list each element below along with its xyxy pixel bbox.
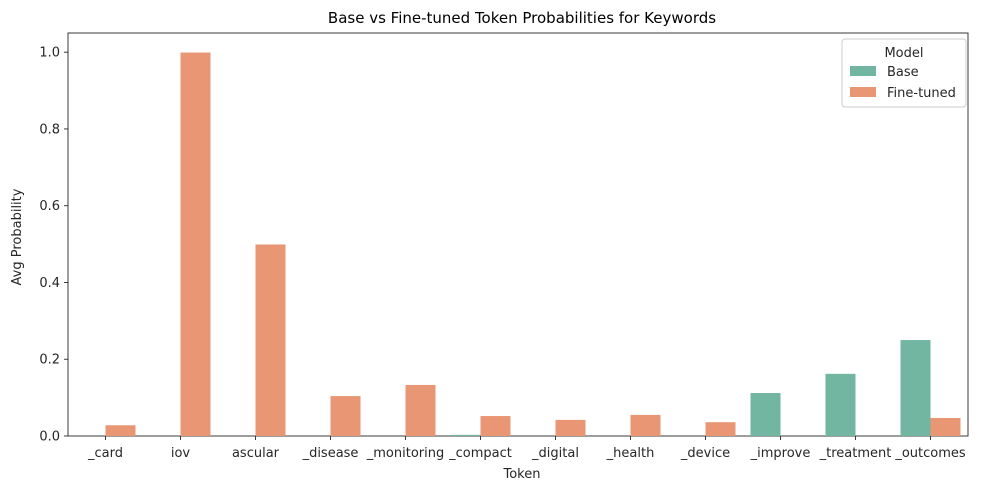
bar-base-9 bbox=[751, 393, 781, 436]
bar-fine-tuned-4 bbox=[406, 385, 436, 436]
y-tick-label: 1.0 bbox=[39, 46, 60, 61]
y-tick-label: 0.2 bbox=[39, 353, 60, 368]
x-tick-label: _disease bbox=[302, 446, 359, 461]
y-tick-label: 0.4 bbox=[39, 276, 60, 291]
legend-swatch bbox=[850, 87, 876, 97]
bar-fine-tuned-2 bbox=[256, 244, 286, 436]
y-axis-label: Avg Probability bbox=[10, 188, 25, 285]
x-tick-label: iov bbox=[171, 446, 191, 461]
x-axis-ticks: _card iov ascular _disease _monitoring _compa… bbox=[87, 436, 966, 461]
bar-fine-tuned-6 bbox=[556, 420, 586, 436]
legend: Model Base Fine-tuned bbox=[842, 39, 966, 107]
x-tick-label: _card bbox=[87, 446, 123, 461]
bar-fine-tuned-8 bbox=[706, 422, 736, 436]
y-tick-label: 0.6 bbox=[39, 199, 60, 214]
bar-fine-tuned-5 bbox=[481, 416, 511, 436]
legend-label: Base bbox=[887, 65, 919, 80]
legend-title: Model bbox=[884, 46, 923, 61]
x-tick-label: ascular bbox=[232, 446, 280, 461]
y-axis-ticks: 0.0 0.2 0.4 0.6 0.8 1.0 bbox=[39, 46, 68, 445]
x-axis-label: Token bbox=[503, 467, 541, 482]
y-tick-label: 0.0 bbox=[39, 430, 60, 445]
x-tick-label: _health bbox=[606, 446, 655, 461]
x-tick-label: _treatment bbox=[819, 446, 892, 461]
bars bbox=[106, 53, 961, 436]
bar-fine-tuned-7 bbox=[631, 415, 661, 436]
bar-base-5 bbox=[451, 435, 481, 436]
bar-base-10 bbox=[826, 374, 856, 436]
bar-fine-tuned-3 bbox=[331, 396, 361, 436]
x-tick-label: _digital bbox=[531, 446, 579, 461]
x-tick-label: _device bbox=[680, 446, 730, 461]
chart-title: Base vs Fine-tuned Token Probabilities f… bbox=[328, 9, 716, 27]
bar-base-11 bbox=[901, 340, 931, 436]
x-tick-label: _compact bbox=[448, 446, 512, 461]
legend-swatch bbox=[850, 66, 876, 76]
x-tick-label: _outcomes bbox=[894, 446, 966, 461]
legend-label: Fine-tuned bbox=[887, 86, 956, 101]
bar-fine-tuned-0 bbox=[106, 425, 136, 436]
y-tick-label: 0.8 bbox=[39, 122, 60, 137]
bar-fine-tuned-11 bbox=[931, 418, 961, 436]
x-tick-label: _improve bbox=[750, 446, 811, 461]
bar-fine-tuned-1 bbox=[181, 53, 211, 436]
x-tick-label: _monitoring bbox=[366, 446, 444, 461]
